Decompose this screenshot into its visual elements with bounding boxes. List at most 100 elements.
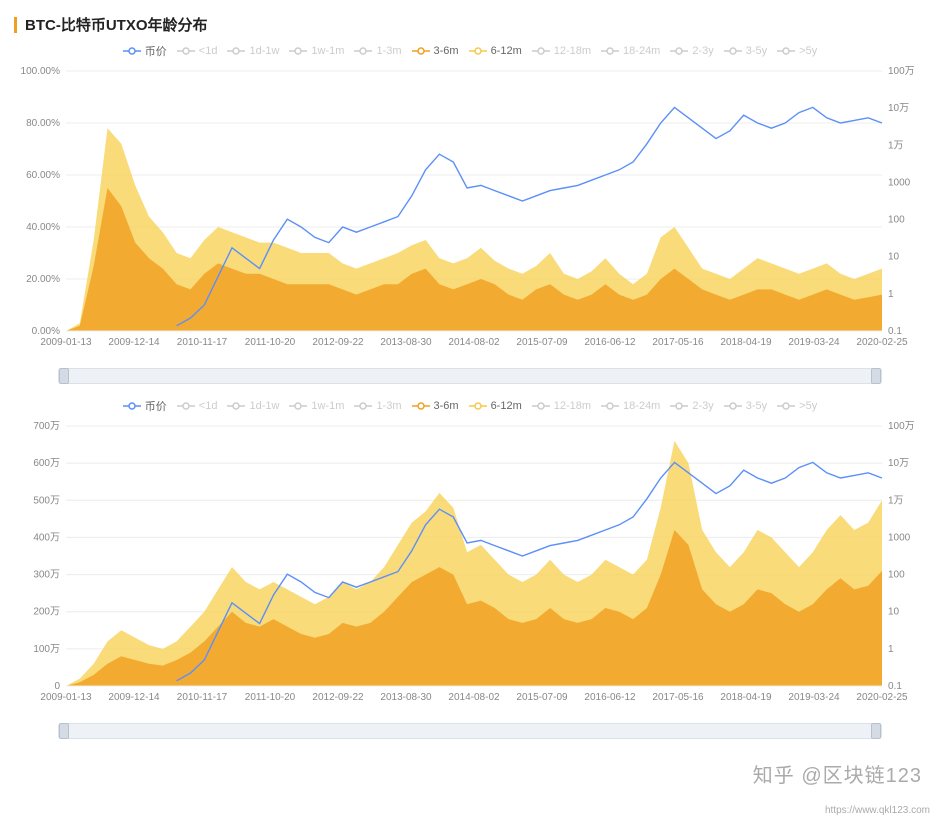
svg-text:2011-10-20: 2011-10-20 — [245, 337, 296, 348]
legend-marker-12_18m — [532, 401, 550, 411]
svg-text:2020-02-25: 2020-02-25 — [856, 692, 908, 703]
svg-text:10万: 10万 — [888, 458, 909, 469]
legend-item-1w1m[interactable]: 1w-1m — [289, 43, 344, 59]
svg-text:1: 1 — [888, 644, 894, 655]
range-handle-right[interactable] — [871, 723, 881, 739]
legend-label: 3-6m — [434, 45, 459, 57]
svg-text:10: 10 — [888, 252, 900, 263]
legend-marker-12_18m — [532, 46, 550, 56]
range-handle-right[interactable] — [871, 368, 881, 384]
legend-label: 1w-1m — [311, 45, 344, 57]
svg-text:40.00%: 40.00% — [26, 222, 60, 233]
legend-item-18_24m[interactable]: 18-24m — [601, 398, 660, 414]
legend-label: 3-5y — [746, 400, 767, 412]
svg-text:2017-05-16: 2017-05-16 — [652, 337, 704, 348]
svg-text:100.00%: 100.00% — [21, 66, 61, 77]
svg-text:1万: 1万 — [888, 495, 904, 506]
legend-label: <1d — [199, 45, 218, 57]
legend-marker-gt5y — [777, 46, 795, 56]
range-handle-left[interactable] — [59, 368, 69, 384]
legend-chart1[interactable]: 币价 <1d 1d-1w 1w-1m 1-3m 3-6m 6-12m 12-18m 18-24m… — [14, 43, 926, 59]
legend-item-lt1d[interactable]: <1d — [177, 398, 218, 414]
legend-marker-1_3m — [354, 46, 372, 56]
title-accent-bar — [14, 17, 17, 33]
svg-text:2011-10-20: 2011-10-20 — [245, 692, 296, 703]
svg-text:100: 100 — [888, 215, 905, 226]
legend-item-3_5y[interactable]: 3-5y — [724, 43, 767, 59]
svg-text:100万: 100万 — [33, 644, 60, 655]
legend-item-price[interactable]: 币价 — [123, 43, 167, 59]
legend-label: 币价 — [145, 398, 167, 414]
legend-item-12_18m[interactable]: 12-18m — [532, 43, 591, 59]
svg-text:2015-07-09: 2015-07-09 — [516, 337, 568, 348]
svg-text:2013-08-30: 2013-08-30 — [380, 692, 432, 703]
legend-item-3_5y[interactable]: 3-5y — [724, 398, 767, 414]
legend-marker-gt5y — [777, 401, 795, 411]
svg-text:2017-05-16: 2017-05-16 — [652, 692, 704, 703]
svg-text:700万: 700万 — [33, 421, 60, 432]
legend-item-lt1d[interactable]: <1d — [177, 43, 218, 59]
legend-item-2_3y[interactable]: 2-3y — [670, 398, 713, 414]
svg-text:400万: 400万 — [33, 532, 60, 543]
legend-label: 6-12m — [491, 45, 522, 57]
legend-item-1d1w[interactable]: 1d-1w — [227, 43, 279, 59]
legend-label: 12-18m — [554, 45, 591, 57]
chart2-range-slider[interactable] — [58, 723, 882, 739]
svg-text:2010-11-17: 2010-11-17 — [177, 692, 228, 703]
chart1-range-slider[interactable] — [58, 368, 882, 384]
watermark-text: 知乎 @区块链123 — [753, 759, 922, 788]
legend-item-price[interactable]: 币价 — [123, 398, 167, 414]
svg-text:10: 10 — [888, 607, 900, 618]
svg-text:2010-11-17: 2010-11-17 — [177, 337, 228, 348]
svg-text:200万: 200万 — [33, 607, 60, 618]
legend-item-gt5y[interactable]: >5y — [777, 43, 817, 59]
legend-item-6_12m[interactable]: 6-12m — [469, 398, 522, 414]
legend-marker-6_12m — [469, 401, 487, 411]
svg-text:2015-07-09: 2015-07-09 — [516, 692, 568, 703]
svg-text:2018-04-19: 2018-04-19 — [720, 337, 772, 348]
legend-marker-3_6m — [412, 401, 430, 411]
chart2-wrap: 0100万200万300万400万500万600万700万100万10万1万10… — [14, 416, 926, 719]
svg-text:100: 100 — [888, 570, 905, 581]
svg-text:2014-08-02: 2014-08-02 — [448, 692, 500, 703]
svg-text:2016-06-12: 2016-06-12 — [584, 337, 636, 348]
legend-label: 3-6m — [434, 400, 459, 412]
svg-text:0.1: 0.1 — [888, 681, 902, 692]
svg-text:2009-01-13: 2009-01-13 — [40, 337, 92, 348]
legend-label: 2-3y — [692, 45, 713, 57]
svg-text:100万: 100万 — [888, 421, 915, 432]
legend-item-3_6m[interactable]: 3-6m — [412, 398, 459, 414]
page-title: BTC-比特币UTXO年龄分布 — [25, 14, 208, 35]
legend-chart2[interactable]: 币价 <1d 1d-1w 1w-1m 1-3m 3-6m 6-12m 12-18m 18-24m… — [14, 398, 926, 414]
svg-text:1: 1 — [888, 289, 894, 300]
svg-text:2009-12-14: 2009-12-14 — [108, 692, 160, 703]
legend-item-1_3m[interactable]: 1-3m — [354, 43, 401, 59]
svg-text:100万: 100万 — [888, 66, 915, 77]
svg-text:0.00%: 0.00% — [32, 326, 60, 337]
legend-item-18_24m[interactable]: 18-24m — [601, 43, 660, 59]
legend-marker-18_24m — [601, 46, 619, 56]
legend-item-12_18m[interactable]: 12-18m — [532, 398, 591, 414]
legend-marker-1d1w — [227, 401, 245, 411]
svg-text:0: 0 — [54, 681, 60, 692]
legend-item-3_6m[interactable]: 3-6m — [412, 43, 459, 59]
svg-text:80.00%: 80.00% — [26, 118, 60, 129]
legend-marker-18_24m — [601, 401, 619, 411]
legend-item-1d1w[interactable]: 1d-1w — [227, 398, 279, 414]
legend-item-1w1m[interactable]: 1w-1m — [289, 398, 344, 414]
legend-label: <1d — [199, 400, 218, 412]
legend-item-gt5y[interactable]: >5y — [777, 398, 817, 414]
legend-item-6_12m[interactable]: 6-12m — [469, 43, 522, 59]
svg-text:10万: 10万 — [888, 103, 909, 114]
svg-text:2020-02-25: 2020-02-25 — [856, 337, 908, 348]
svg-text:2014-08-02: 2014-08-02 — [448, 337, 500, 348]
svg-text:2009-12-14: 2009-12-14 — [108, 337, 160, 348]
chart-title-row: BTC-比特币UTXO年龄分布 — [14, 14, 926, 35]
legend-item-2_3y[interactable]: 2-3y — [670, 43, 713, 59]
svg-text:500万: 500万 — [33, 495, 60, 506]
legend-label: 6-12m — [491, 400, 522, 412]
legend-item-1_3m[interactable]: 1-3m — [354, 398, 401, 414]
svg-text:2009-01-13: 2009-01-13 — [40, 692, 92, 703]
svg-text:1000: 1000 — [888, 177, 911, 188]
range-handle-left[interactable] — [59, 723, 69, 739]
